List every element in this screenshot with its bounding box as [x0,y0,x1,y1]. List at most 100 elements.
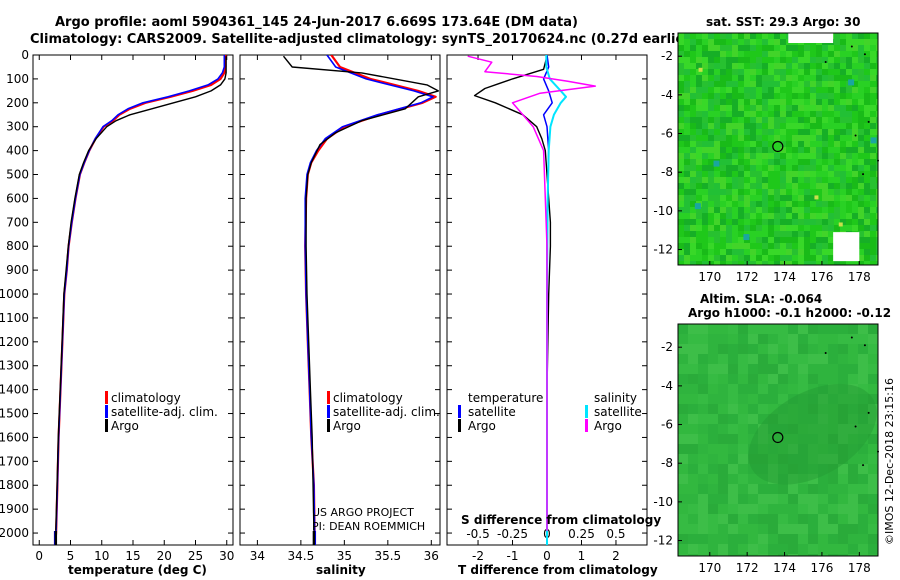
map-cell [822,51,828,57]
map-cell [864,75,870,81]
map-cell [738,237,744,243]
map-cell [744,111,750,117]
map-cell [678,51,684,57]
map-cell [678,384,688,394]
map-cell [780,99,786,105]
map-cell [778,494,788,504]
map-cell [792,261,798,265]
map-cell [798,255,804,261]
map-cell [804,213,810,219]
map-cell [750,57,756,63]
map-cell [756,261,762,265]
map-cell [774,117,780,123]
map-cell [798,334,808,344]
map-cell [678,364,688,374]
map-cell [798,374,808,384]
map-cell [702,195,708,201]
map-cell [864,189,870,195]
map-cell [822,141,828,147]
map-cell [818,534,828,544]
map-cell [708,249,714,255]
map-cell [818,324,828,334]
map-cell [828,249,834,255]
map-cell [868,544,878,554]
map-cell [732,99,738,105]
map-cell [768,141,774,147]
map-cell [774,81,780,87]
map-cell [738,243,744,249]
map-cell [864,141,870,147]
map-cell [780,51,786,57]
map-cell [810,219,816,225]
map-cell [774,147,780,153]
map-cell [678,494,688,504]
x-tick-label: 20 [157,549,172,563]
map-cell [728,464,738,474]
map-cell [708,454,718,464]
map-cell [748,374,758,384]
map-cell [732,153,738,159]
map-cell [726,69,732,75]
map-cell [762,255,768,261]
map-cell [846,69,852,75]
map-cell [678,99,684,105]
map-cell [838,524,848,534]
map-cell [708,117,714,123]
map-cell [780,69,786,75]
map-cell [840,159,846,165]
map-cell [744,33,750,39]
map-cell [876,75,878,81]
map-cell [810,63,816,69]
map-cell [780,219,786,225]
map-cell [696,99,702,105]
map-cell [846,39,852,45]
map-cell [750,117,756,123]
map-cell [768,213,774,219]
legend-climatology-swatch [327,391,330,404]
map-cell [744,147,750,153]
map-cell [738,141,744,147]
map-cell [834,111,840,117]
map-cell [870,87,876,93]
map-cell [698,374,708,384]
map-cell [732,261,738,265]
map-cell [864,237,870,243]
map-cell [714,141,720,147]
map-cell [858,141,864,147]
map-cell [808,364,818,374]
map-cell [678,159,684,165]
map-cell [688,544,698,554]
map-cell [678,354,688,364]
map-cell [870,45,876,51]
map-cell [852,177,858,183]
map-cell [798,105,804,111]
map-cell [864,81,870,87]
map-cell [858,207,864,213]
map-cell [804,93,810,99]
map-cell [858,201,864,207]
x-tick-label: -2 [472,549,484,563]
map-y-tick-label: -10 [653,204,673,218]
map-cell [702,183,708,189]
map-cell [858,324,868,334]
map-cell [768,51,774,57]
map-cell [774,237,780,243]
map-cell [792,177,798,183]
map-cell [708,195,714,201]
map-cell [702,45,708,51]
map-cell [816,159,822,165]
map-cell [810,189,816,195]
map-cell [708,165,714,171]
map-cell [822,189,828,195]
map-cell [816,183,822,189]
map-cell [848,514,858,524]
map-cell [720,213,726,219]
map-cell [780,153,786,159]
map-cell [758,434,768,444]
map-cell [732,171,738,177]
map-cell [810,111,816,117]
map-cell [774,87,780,93]
map-cell [870,99,876,105]
map-cell [690,147,696,153]
map-cell [780,159,786,165]
